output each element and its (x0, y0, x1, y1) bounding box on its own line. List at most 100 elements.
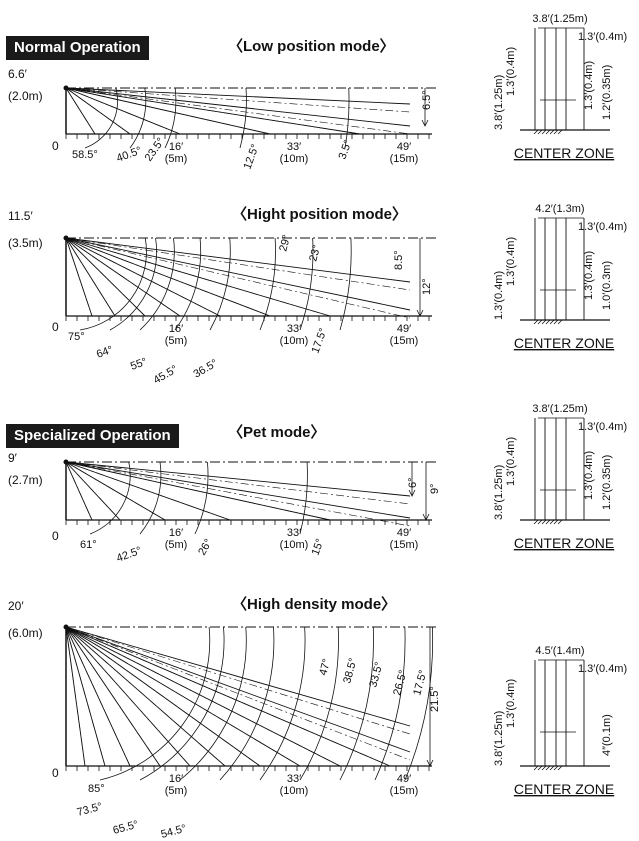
angle-label: 45.5° (152, 363, 180, 386)
arrow-head (422, 513, 430, 521)
angle-arc (299, 237, 314, 331)
angle-arc (339, 237, 352, 331)
angle-label: 12.5° (242, 143, 262, 171)
zone-right-label: 1.3′(0.4m) (578, 31, 627, 43)
detection-ray-center (65, 237, 221, 317)
zone-right-label: 1.3′(0.4m) (578, 663, 627, 675)
detection-ray-center (65, 626, 261, 767)
angle-label: 17.5° (310, 327, 330, 355)
detection-ray (65, 626, 411, 753)
center-zone-3: 3.8′(1.25m)1.3′(0.4m)1.3′(0.4m)3.8′(1.25… (493, 403, 627, 551)
panel-low: 6.6′ (2.0m) 0 58.5° 40.5° 23.5° 12.5° 3.5° 6.5° 1… (8, 67, 438, 171)
angle-label: 64° (95, 344, 115, 361)
zone-left-top-label: 1.3′(0.4m) (505, 237, 517, 286)
zone-left-bottom-label: 1.3′(0.4m) (493, 271, 505, 320)
height-feet-label: 9′ (8, 451, 18, 465)
zone-hatch (533, 765, 539, 771)
zone-hatch (545, 319, 551, 325)
angle-arc (344, 87, 350, 149)
high-density-mode-title: 〈High density mode〉 (232, 596, 397, 613)
angle-label: 54.5° (160, 823, 188, 841)
detection-ray (65, 626, 106, 767)
zone-hatch (541, 765, 547, 771)
zone-width-label: 3.8′(1.25m) (532, 403, 587, 415)
detection-ray-center (65, 626, 411, 735)
detection-ray-center (65, 87, 271, 135)
distance-metric-label: (10m) (280, 785, 309, 797)
distance-feet-label: 16′ (169, 527, 183, 539)
angle-arc (84, 87, 118, 149)
detection-ray-center (65, 626, 161, 767)
zone-hatch (537, 519, 543, 525)
detection-ray (65, 237, 411, 311)
height-metric-label: (6.0m) (8, 626, 43, 640)
angle-label: 47° (317, 658, 333, 677)
distance-feet-label: 16′ (169, 773, 183, 785)
angle-label: 15° (310, 537, 327, 557)
angle-label: 65.5° (112, 819, 140, 837)
zone-hatch (533, 519, 539, 525)
angle-arc (259, 626, 306, 781)
detection-ray-center (65, 461, 93, 521)
arrow-head (416, 309, 424, 317)
angle-label: 73.5° (76, 801, 104, 819)
distance-metric-label: (15m) (390, 539, 419, 551)
zone-far-label: 4″(0.1m) (601, 714, 613, 756)
angle-label: 17.5° (411, 669, 429, 697)
distance-metric-label: (5m) (165, 335, 188, 347)
height-metric-label: (3.5m) (8, 236, 43, 250)
origin-zero-label: 0 (52, 766, 59, 780)
height-feet-label: 20′ (8, 599, 24, 613)
detection-ray-center (65, 626, 191, 767)
detection-ray (65, 237, 411, 283)
angle-arc (339, 626, 374, 781)
right-angle-label: 6° (407, 477, 419, 488)
arrow-head (421, 119, 429, 127)
zone-far-label: 1.2′(0.35m) (601, 455, 613, 510)
angle-label: 26.5° (391, 669, 409, 697)
angle-arc (99, 626, 211, 781)
zone-left-bottom-label: 3.8′(1.25m) (493, 465, 505, 520)
center-zone-caption: CENTER ZONE (514, 335, 614, 351)
zone-hatch (549, 519, 555, 525)
right-angle-label: 8.5° (393, 250, 405, 270)
zone-hatch (553, 519, 559, 525)
detection-ray-center (65, 87, 411, 135)
angle-label: 29° (277, 234, 293, 253)
zone-width-label: 4.5′(1.4m) (535, 645, 584, 657)
detection-ray-center (65, 461, 411, 505)
zone-hatch (553, 765, 559, 771)
angle-arc (139, 237, 175, 331)
angle-arc (79, 237, 147, 331)
angle-label: 55° (129, 356, 149, 373)
zone-right-label: 1.3′(0.4m) (578, 221, 627, 233)
detection-ray (65, 87, 411, 127)
detection-ray-center (65, 237, 411, 291)
detection-ray-center (65, 87, 361, 135)
detection-ray-center (65, 626, 341, 767)
center-zone-caption: CENTER ZONE (514, 535, 614, 551)
detection-ray-center (65, 87, 181, 135)
angle-arc (179, 626, 247, 781)
angle-label: 61° (80, 539, 97, 551)
origin-zero-label: 0 (52, 139, 59, 153)
angle-label: 38.5° (341, 657, 359, 685)
angle-label: 36.5° (192, 357, 220, 380)
zone-mid-label: 1.3′(0.4m) (583, 61, 595, 110)
angle-arc (299, 626, 339, 781)
angle-arc (139, 461, 162, 535)
detection-ray-center (65, 237, 116, 317)
angle-arc (219, 626, 275, 781)
distance-metric-label: (10m) (280, 539, 309, 551)
zone-right-label: 1.3′(0.4m) (578, 421, 627, 433)
zone-hatch (549, 319, 555, 325)
panel-hight: 11.5′ (3.5m) 0 75° 64° 55° 45.5° 36.5° 17.5° 29° 2… (8, 209, 438, 387)
center-zone-4: 4.5′(1.4m)1.3′(0.4m)1.3′(0.4m)3.8′(1.25m… (493, 645, 627, 797)
zone-width-label: 3.8′(1.25m) (532, 13, 587, 25)
detection-ray-center (65, 461, 411, 527)
zone-hatch (541, 519, 547, 525)
angle-arc (109, 237, 157, 331)
angle-arc (129, 87, 147, 149)
angle-arc (299, 461, 308, 535)
detection-ray-center (65, 626, 131, 767)
